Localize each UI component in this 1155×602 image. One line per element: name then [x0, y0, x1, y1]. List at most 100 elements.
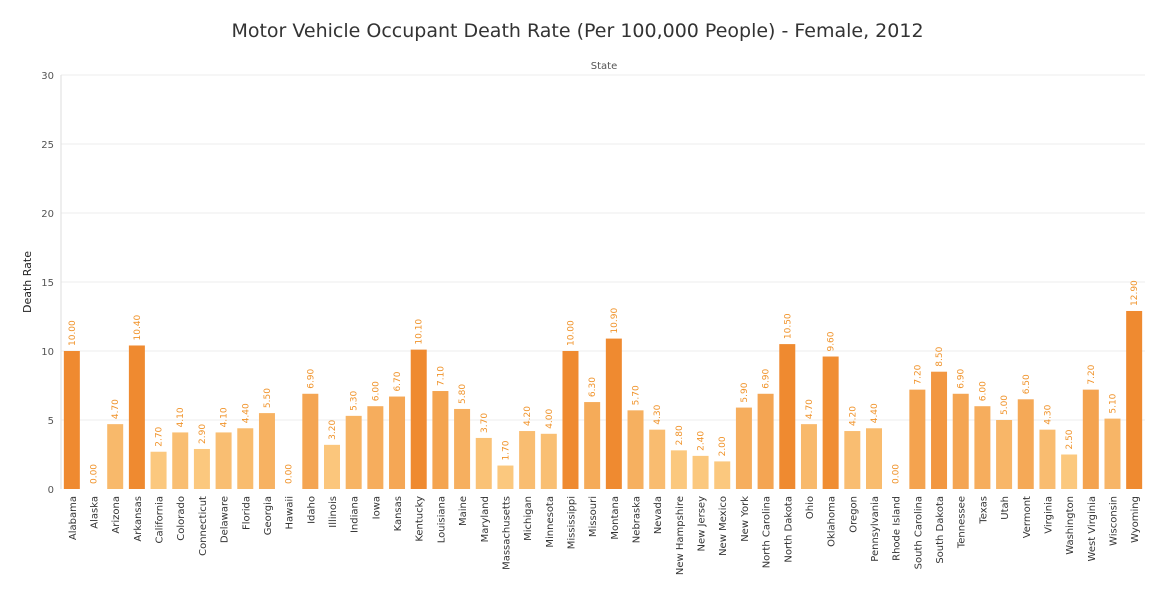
data-label: 0.00 — [90, 464, 100, 484]
bar-arizona — [107, 424, 124, 489]
data-label: 4.40 — [870, 403, 880, 423]
x-tick-label: Nebraska — [632, 496, 643, 543]
bars — [63, 310, 1143, 489]
bar-south-carolina — [909, 389, 926, 489]
data-label: 6.90 — [762, 368, 772, 388]
x-tick-label: Pennsylvania — [870, 496, 881, 562]
x-tick-label: Missouri — [588, 496, 599, 537]
x-tick-label: Florida — [241, 496, 252, 530]
x-tick-label: Mississippi — [566, 496, 577, 549]
bar-minnesota — [540, 433, 557, 489]
data-label: 5.10 — [1108, 393, 1118, 413]
x-tick-label: Iowa — [371, 496, 382, 519]
value-labels: 10.00 0.00 4.70 10.40 2.70 4.10 2.90 4.10 4.40 5.… — [68, 280, 1140, 484]
bar-washington — [1061, 454, 1078, 489]
bar-wyoming — [1126, 310, 1143, 489]
x-tick-label: Wyoming — [1130, 496, 1141, 543]
data-label: 2.70 — [155, 426, 165, 446]
data-label: 6.00 — [371, 381, 381, 401]
data-label: 4.30 — [653, 404, 663, 424]
bar-nebraska — [627, 410, 644, 489]
data-label: 3.20 — [328, 420, 338, 440]
bar-arkansas — [128, 345, 145, 489]
bar-maine — [454, 408, 471, 489]
y-tick-label: 0 — [48, 485, 54, 496]
x-tick-label: Maine — [458, 496, 469, 526]
data-label: 9.60 — [827, 331, 837, 351]
data-label: 4.40 — [241, 403, 251, 423]
x-tick-label: Idaho — [306, 496, 317, 524]
bar-nevada — [649, 429, 666, 489]
x-tick-label: Kansas — [393, 496, 404, 531]
data-label: 2.80 — [675, 425, 685, 445]
data-label: 2.40 — [697, 431, 707, 451]
data-label: 10.50 — [783, 313, 793, 339]
data-label: 6.30 — [588, 377, 598, 397]
x-tick-label: Montana — [610, 496, 621, 540]
y-tick-label: 25 — [41, 140, 54, 151]
x-tick-label: Massachusetts — [501, 496, 512, 570]
bar-florida — [237, 428, 254, 489]
x-tick-label: Alaska — [90, 496, 101, 529]
x-tick-label: Nevada — [653, 496, 664, 534]
data-label: 7.20 — [913, 364, 923, 384]
data-label: 2.50 — [1065, 429, 1075, 449]
data-label: 5.90 — [740, 382, 750, 402]
bar-new-mexico — [714, 461, 731, 489]
data-label: 6.90 — [306, 368, 316, 388]
x-tick-label: Indiana — [350, 496, 361, 533]
x-tick-label: Ohio — [805, 496, 816, 519]
data-label: 5.30 — [350, 391, 360, 411]
bar-illinois — [324, 444, 340, 489]
chart-title: Motor Vehicle Occupant Death Rate (Per 1… — [231, 20, 924, 42]
bar-oklahoma — [822, 356, 839, 489]
x-tick-label: Vermont — [1022, 496, 1033, 538]
x-axis-labels: Alabama Alaska Arizona Arkansas California Co… — [68, 496, 1141, 575]
x-tick-label: Virginia — [1043, 496, 1054, 534]
x-tick-label: New Mexico — [718, 496, 729, 556]
x-tick-label: California — [155, 496, 166, 544]
x-tick-label: Maryland — [480, 496, 491, 542]
x-tick-label: Texas — [978, 496, 989, 525]
data-label: 5.50 — [263, 388, 273, 408]
data-label: 5.80 — [458, 384, 468, 404]
data-label: 0.00 — [285, 464, 295, 484]
y-tick-label: 5 — [48, 416, 54, 427]
data-label: 2.90 — [198, 424, 208, 444]
bar-west-virginia — [1082, 389, 1099, 489]
bar-montana — [605, 338, 622, 489]
bar-new-hampshire — [670, 450, 687, 489]
data-label: 0.00 — [892, 464, 902, 484]
bar-michigan — [519, 431, 536, 489]
y-tick-label: 20 — [41, 209, 54, 220]
x-tick-label: Connecticut — [198, 496, 209, 556]
x-tick-label: South Carolina — [913, 496, 924, 569]
bar-colorado — [172, 432, 189, 489]
bar-tennessee — [952, 393, 969, 489]
x-tick-label: Delaware — [220, 496, 231, 543]
x-tick-label: South Dakota — [935, 496, 946, 564]
bar-south-dakota — [931, 371, 948, 489]
bar-wisconsin — [1104, 418, 1121, 489]
bar-iowa — [367, 406, 384, 489]
y-tick-label: 15 — [41, 278, 54, 289]
bar-massachusetts — [497, 465, 514, 489]
data-label: 10.00 — [566, 320, 576, 346]
data-label: 12.90 — [1130, 280, 1140, 306]
y-tick-label: 30 — [41, 71, 54, 82]
data-label: 4.70 — [111, 399, 121, 419]
x-tick-label: Kentucky — [415, 496, 426, 542]
bar-kentucky — [410, 349, 427, 489]
x-tick-label: New Hampshire — [675, 496, 686, 575]
x-tick-label: West Virginia — [1087, 496, 1098, 561]
x-tick-label: Oklahoma — [827, 496, 838, 547]
bar-california — [150, 451, 167, 489]
bar-connecticut — [193, 448, 210, 489]
data-label: 4.10 — [176, 407, 186, 427]
data-label: 6.90 — [957, 368, 967, 388]
data-label: 4.70 — [805, 399, 815, 419]
data-label: 5.70 — [632, 385, 642, 405]
data-label: 8.50 — [935, 346, 945, 366]
x-tick-label: Alabama — [68, 496, 79, 540]
bar-louisiana — [432, 391, 449, 489]
